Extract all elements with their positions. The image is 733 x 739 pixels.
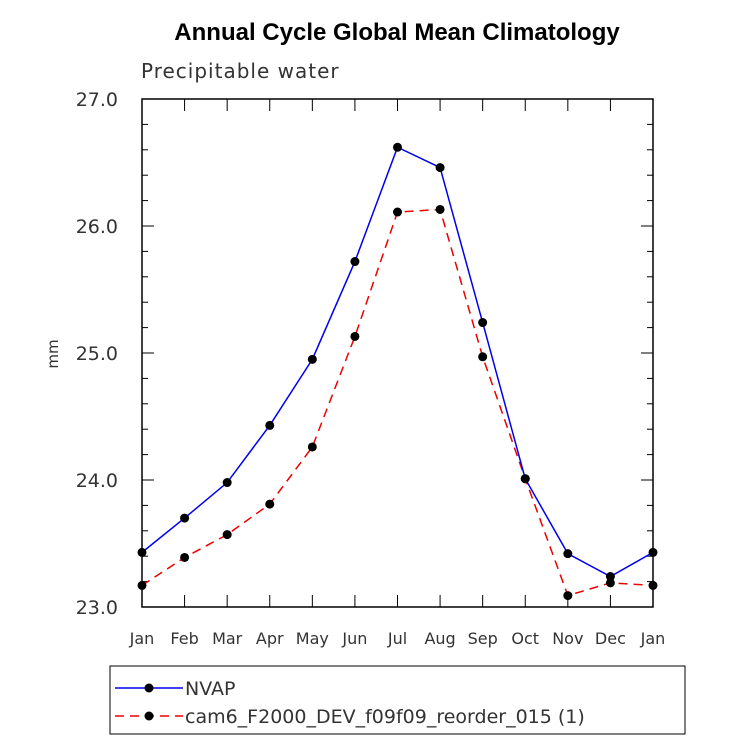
legend-marker (144, 683, 154, 693)
x-tick-label: May (296, 629, 329, 648)
x-tick-labels: Jan Feb Mar Apr May Jun Jul Aug Sep Oct Nov Dec Jan (129, 629, 666, 648)
data-point (435, 204, 445, 214)
data-point (180, 552, 190, 562)
y-tick-label: 26.0 (76, 216, 118, 238)
data-point (180, 513, 190, 523)
data-point (648, 547, 658, 557)
data-point (137, 547, 147, 557)
x-tick-label: Aug (424, 629, 455, 648)
chart-subtitle: Precipitable water (141, 59, 340, 83)
x-tick-label: Jan (129, 629, 155, 648)
legend-label: NVAP (185, 678, 235, 700)
axis-ticks (141, 98, 654, 608)
data-point (265, 499, 275, 509)
data-point (478, 352, 488, 362)
data-point (307, 354, 317, 364)
data-point (520, 474, 530, 484)
chart-title: Annual Cycle Global Mean Climatology (174, 19, 620, 46)
legend-marker (144, 711, 154, 721)
x-tick-label: Oct (511, 629, 539, 648)
y-tick-label: 27.0 (76, 89, 118, 111)
y-tick-labels: 23.0 24.0 25.0 26.0 27.0 (76, 89, 118, 619)
data-point (563, 549, 573, 559)
legend-label: cam6_F2000_DEV_f09f09_reorder_015 (1) (185, 706, 585, 728)
legend-box (109, 665, 686, 735)
data-point (563, 591, 573, 601)
data-point (350, 331, 360, 341)
data-point (393, 142, 402, 152)
plot-area-frame (141, 98, 654, 608)
legend: NVAP cam6_F2000_DEV_f09f09_reorder_015 (1… (115, 678, 585, 728)
data-point (350, 257, 360, 267)
x-tick-label: Mar (212, 629, 243, 648)
data-point (478, 318, 488, 328)
data-point (648, 580, 658, 590)
data-point (605, 578, 615, 588)
data-point (393, 207, 402, 217)
data-point (222, 530, 232, 540)
y-tick-label: 24.0 (76, 470, 118, 492)
series-line (141, 208, 654, 597)
y-tick-label: 25.0 (76, 343, 118, 365)
x-tick-label: Jul (387, 629, 407, 648)
data-point (307, 442, 317, 452)
x-tick-label: Dec (595, 629, 626, 648)
data-point (222, 478, 232, 488)
data-point (605, 572, 615, 582)
x-tick-label: Feb (170, 629, 198, 648)
x-tick-label: Nov (552, 629, 583, 648)
y-axis-label: mm (44, 339, 62, 368)
data-point (435, 163, 445, 173)
x-tick-label: Jan (640, 629, 666, 648)
x-tick-label: Sep (468, 629, 498, 648)
data-point (137, 580, 147, 590)
x-tick-label: Jun (341, 629, 367, 648)
data-point (265, 420, 275, 430)
y-tick-label: 23.0 (76, 597, 118, 619)
series-layer (137, 142, 658, 601)
x-tick-label: Apr (256, 629, 284, 648)
